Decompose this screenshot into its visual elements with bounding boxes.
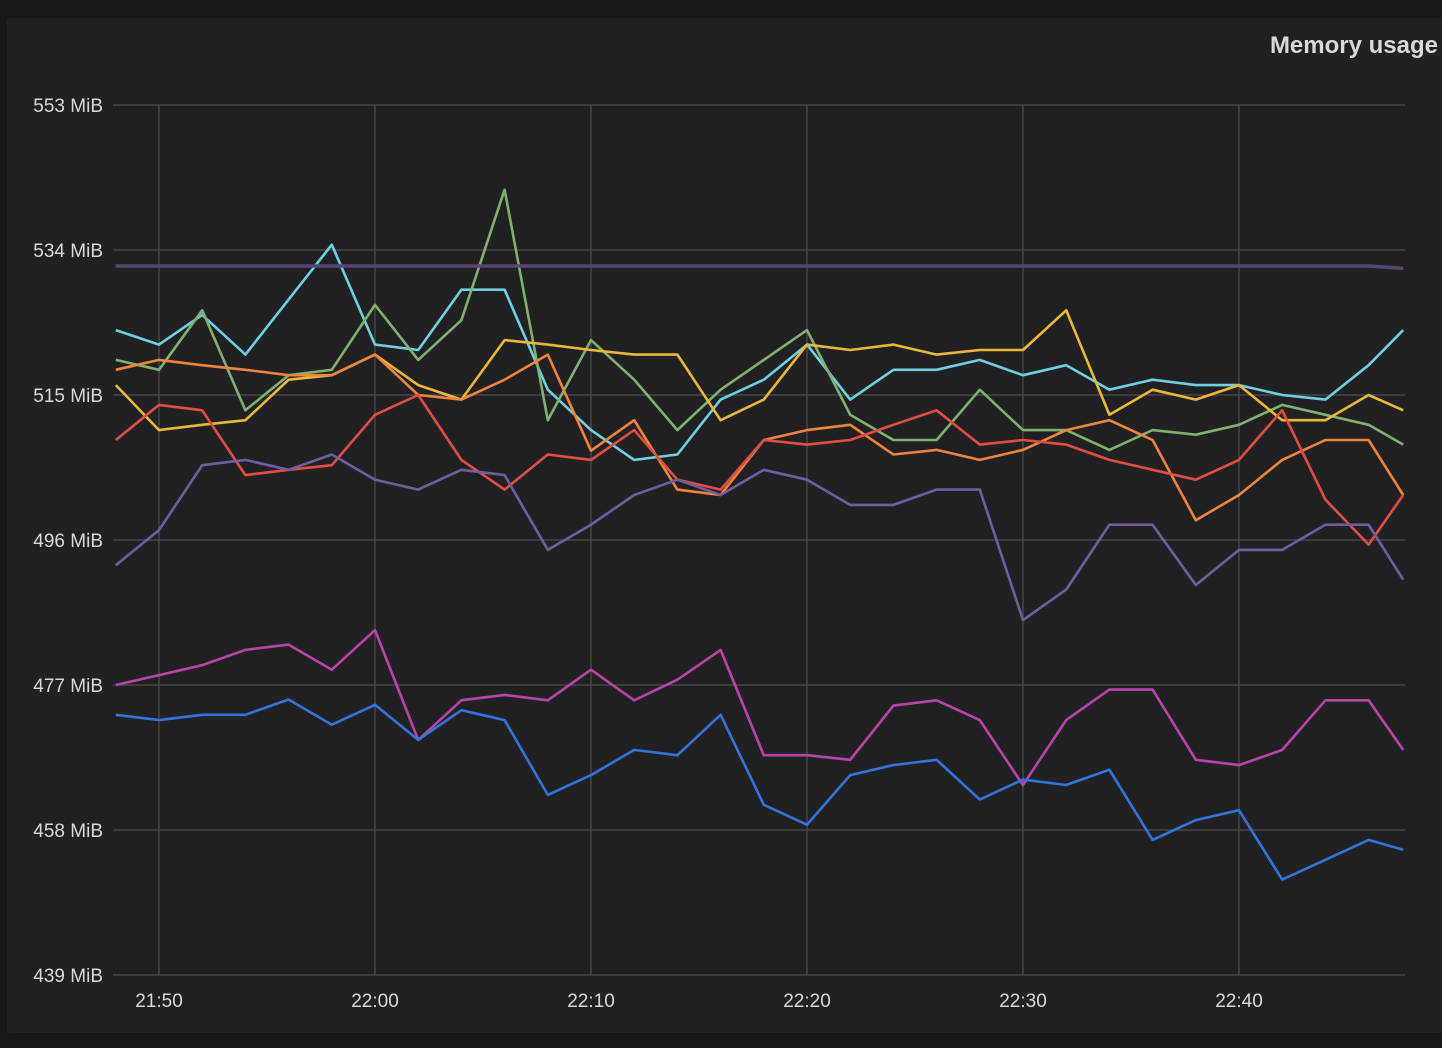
x-tick-label: 22:10	[567, 991, 615, 1012]
y-tick-label: 458 MiB	[33, 821, 103, 842]
series-line-3	[115, 353, 1405, 522]
y-tick-label: 553 MiB	[33, 96, 103, 117]
series-line-6	[115, 628, 1405, 787]
x-tick-label: 22:20	[783, 991, 831, 1012]
y-tick-label: 439 MiB	[33, 966, 103, 987]
x-tick-label: 22:30	[999, 991, 1047, 1012]
panel-title[interactable]: Memory usage	[1269, 32, 1438, 59]
series-line-2	[114, 308, 1404, 432]
x-tick-label: 22:40	[1215, 991, 1263, 1012]
x-tick-label: 22:00	[351, 991, 399, 1012]
series-line-5	[114, 453, 1405, 622]
x-tick-label: 21:50	[135, 991, 183, 1012]
y-tick-label: 534 MiB	[33, 241, 103, 262]
y-tick-label: 515 MiB	[33, 386, 103, 407]
chart-panel	[7, 18, 1442, 1033]
series-line-4	[114, 393, 1405, 546]
series-line-1	[115, 188, 1404, 452]
series-line-0	[115, 243, 1405, 462]
y-tick-label: 496 MiB	[33, 531, 103, 552]
series-line-8	[115, 264, 1404, 271]
series-line-7	[115, 698, 1404, 881]
y-tick-label: 477 MiB	[33, 676, 103, 697]
